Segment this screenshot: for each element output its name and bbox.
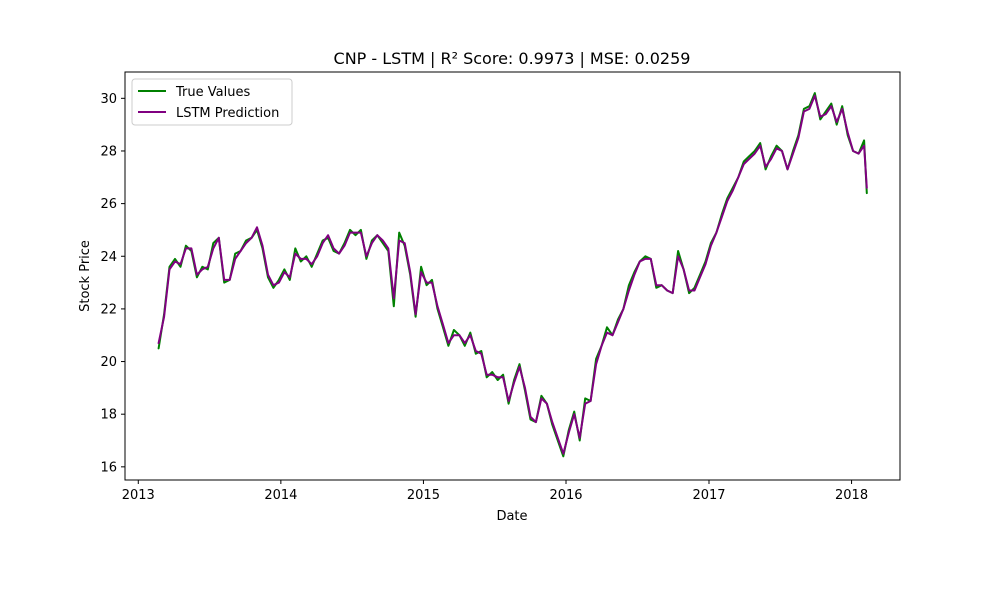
x-tick-label: 2014 [264, 488, 297, 503]
series-line-lstm-prediction [157, 94, 868, 455]
x-tick-label: 2017 [692, 488, 725, 503]
x-tick-label: 2018 [835, 488, 868, 503]
y-tick-label: 20 [100, 355, 117, 370]
legend-label-true-values: True Values [175, 85, 250, 100]
x-axis-label: Date [496, 509, 527, 524]
x-tick-label: 2013 [122, 488, 155, 503]
x-tick-label: 2015 [407, 488, 440, 503]
y-axis: 16 18 20 22 24 26 28 30 [100, 92, 125, 475]
y-tick-label: 30 [100, 92, 117, 107]
x-tick-label: 2016 [549, 488, 582, 503]
x-axis: 2013 2014 2015 2016 2017 2018 [122, 480, 868, 503]
y-tick-label: 26 [100, 197, 117, 212]
y-tick-label: 16 [100, 460, 117, 475]
legend-box [131, 78, 293, 126]
y-tick-label: 22 [100, 302, 117, 317]
y-axis-label: Stock Price [78, 240, 93, 312]
plot-frame [124, 71, 901, 481]
plot-series [157, 92, 868, 458]
y-tick-label: 28 [100, 144, 117, 159]
y-tick-label: 18 [100, 408, 117, 423]
legend-label-lstm-prediction: LSTM Prediction [176, 106, 279, 121]
legend: True Values LSTM Prediction [131, 78, 293, 126]
chart-title: CNP - LSTM | R² Score: 0.9973 | MSE: 0.0… [334, 49, 691, 68]
y-tick-label: 24 [100, 250, 117, 265]
